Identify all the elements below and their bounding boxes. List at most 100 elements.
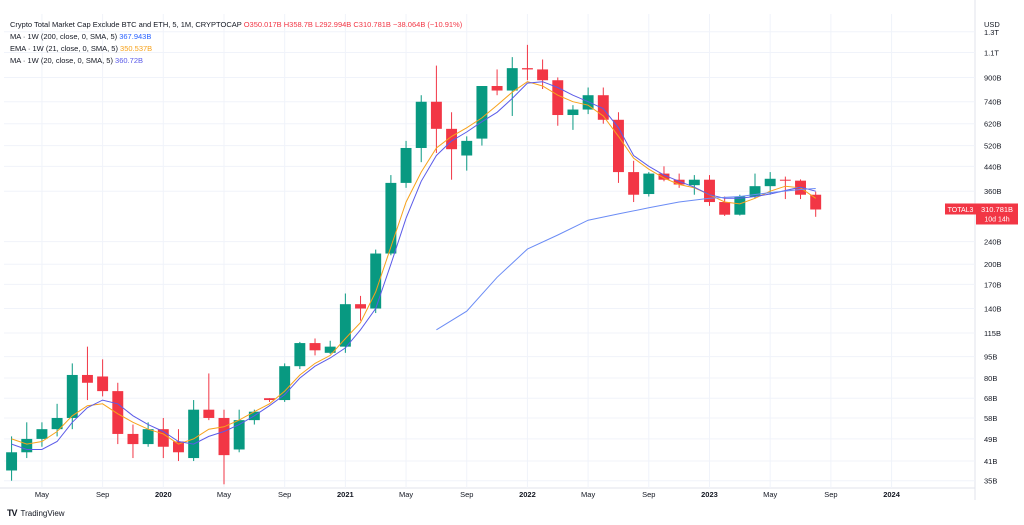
candle-up — [415, 101, 427, 148]
candle-up — [339, 304, 351, 347]
candle-down — [97, 376, 109, 392]
candle-up — [370, 253, 382, 309]
ma200-line — [436, 188, 816, 331]
ohlc-values: O350.017B H358.7B L292.994B C310.781B −3… — [243, 20, 463, 29]
x-tick-label: 2022 — [519, 490, 536, 499]
indicator-value: 350.537B — [120, 44, 153, 53]
y-tick-label: 620B — [984, 120, 1002, 129]
symbol-row: Crypto Total Market Cap Exclude BTC and … — [10, 19, 462, 31]
candle-down — [264, 398, 275, 401]
x-tick-label: Sep — [642, 490, 655, 499]
price-tag-countdown: 10d 14h — [984, 216, 1009, 223]
candle-down — [309, 343, 321, 351]
x-tick-label: Sep — [460, 490, 473, 499]
y-tick-label: 41B — [984, 457, 997, 466]
indicator-ma20[interactable]: MA · 1W (20, close, 0, SMA, 5) 360.72B — [10, 55, 462, 67]
y-tick-label: 170B — [984, 280, 1002, 289]
y-tick-label: 140B — [984, 305, 1002, 314]
y-tick-label: 1.3T — [984, 28, 999, 37]
candle-up — [324, 346, 336, 353]
candle-up — [294, 343, 306, 367]
ema21-line — [11, 81, 816, 445]
y-tick-label: 900B — [984, 73, 1002, 82]
candle-down — [355, 304, 367, 309]
price-tag-value: 310.781B — [981, 205, 1013, 214]
symbol-title: Crypto Total Market Cap Exclude BTC and … — [10, 20, 242, 29]
candle-down — [597, 95, 609, 120]
candles — [6, 44, 822, 485]
indicator-label: MA · 1W (20, close, 0, SMA, 5) — [10, 56, 113, 65]
candle-up — [567, 109, 579, 116]
candle-down — [719, 202, 731, 215]
y-tick-label: 360B — [984, 187, 1002, 196]
indicator-ema21[interactable]: EMA · 1W (21, close, 0, SMA, 5) 350.537B — [10, 43, 462, 55]
candle-up — [643, 173, 655, 195]
candle-up — [582, 95, 594, 110]
last-price-tag: TOTAL3 310.781B 10d 14h — [945, 203, 1018, 225]
candle-down — [491, 86, 503, 91]
candle-up — [476, 86, 488, 139]
candle-down — [537, 69, 549, 81]
candle-up — [66, 374, 78, 418]
candle-up — [6, 452, 18, 471]
y-tick-label: 520B — [984, 142, 1002, 151]
x-tick-label: May — [35, 490, 49, 499]
y-tick-label: 115B — [984, 329, 1001, 338]
candle-up — [385, 182, 397, 254]
candle-down — [779, 179, 791, 181]
candle-up — [188, 409, 200, 459]
candle-up — [279, 366, 291, 401]
candle-up — [688, 179, 700, 186]
candle-down — [628, 172, 640, 195]
candle-up — [51, 417, 63, 430]
x-tick-label: 2020 — [155, 490, 172, 499]
candle-up — [764, 178, 776, 187]
brand-footer[interactable]: TV TradingView — [7, 508, 65, 518]
candle-down — [552, 80, 564, 116]
candle-down — [81, 374, 93, 383]
y-tick-label: 58B — [984, 414, 997, 423]
indicator-value: 360.72B — [115, 56, 143, 65]
chart-legend: Crypto Total Market Cap Exclude BTC and … — [10, 19, 462, 67]
y-tick-label: 200B — [984, 260, 1002, 269]
y-tick-label: 240B — [984, 238, 1002, 247]
tradingview-logo-icon: TV — [7, 508, 17, 518]
candle-down — [612, 119, 624, 173]
y-tick-label: 740B — [984, 98, 1002, 107]
y-tick-label: 95B — [984, 353, 997, 362]
candle-up — [36, 429, 48, 439]
candle-up — [233, 420, 245, 450]
y-tick-label: 68B — [984, 394, 997, 403]
candle-up — [21, 438, 33, 453]
candle-down — [810, 194, 822, 210]
x-tick-label: 2023 — [701, 490, 718, 499]
candle-down — [430, 101, 442, 129]
indicator-ma200[interactable]: MA · 1W (200, close, 0, SMA, 5) 367.943B — [10, 31, 462, 43]
y-tick-label: 440B — [984, 162, 1002, 171]
x-tick-label: 2021 — [337, 490, 354, 499]
x-tick-label: Sep — [278, 490, 291, 499]
candle-down — [521, 68, 533, 70]
currency-label: USD — [984, 20, 1000, 29]
price-tag-bg — [976, 203, 1018, 225]
candle-down — [704, 179, 715, 203]
candle-up — [734, 196, 746, 215]
grid — [0, 0, 976, 500]
candle-up — [461, 140, 473, 156]
candle-down — [127, 433, 139, 445]
y-tick-label: 1.1T — [984, 49, 999, 58]
symbol-tag-bg — [945, 203, 976, 215]
indicator-label: MA · 1W (200, close, 0, SMA, 5) — [10, 32, 118, 41]
candle-down — [218, 417, 230, 456]
candle-up — [506, 68, 518, 91]
candle-down — [173, 441, 184, 453]
candle-down — [673, 179, 685, 185]
candle-up — [142, 429, 154, 445]
y-tick-label: 35B — [984, 477, 997, 486]
indicator-label: EMA · 1W (21, close, 0, SMA, 5) — [10, 44, 118, 53]
symbol-tag-text: TOTAL3 — [948, 207, 974, 214]
candle-down — [446, 128, 458, 150]
x-tick-label: May — [217, 490, 231, 499]
